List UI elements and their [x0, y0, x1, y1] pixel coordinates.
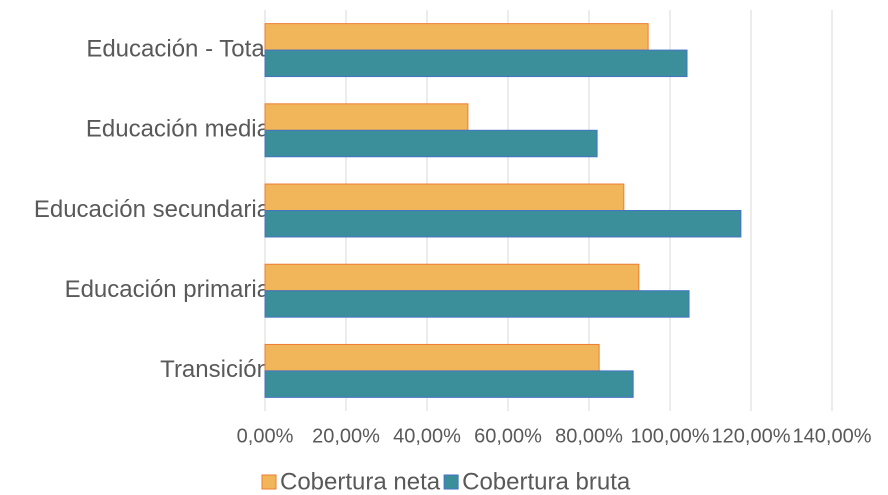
bar — [264, 183, 625, 211]
bar — [264, 290, 690, 318]
y-tick-label: Educación primaria — [65, 276, 271, 303]
bar — [264, 23, 649, 51]
bar — [264, 103, 469, 131]
x-tick-label: 20,00% — [312, 425, 380, 447]
legend-swatch — [261, 474, 277, 490]
legend-label: Cobertura bruta — [462, 468, 631, 495]
bar — [264, 370, 634, 398]
x-tick-label: 40,00% — [393, 425, 461, 447]
x-tick-label: 100,00% — [631, 425, 710, 447]
y-tick-label: Transición — [160, 356, 270, 383]
bar — [264, 263, 640, 292]
y-tick-label: Educación media — [86, 116, 271, 143]
x-tick-label: 80,00% — [555, 425, 623, 447]
x-tick-label: 0,00% — [237, 425, 294, 447]
y-tick-label: Educación - Total — [86, 35, 270, 62]
bar — [264, 49, 688, 78]
x-tick-label: 140,00% — [793, 425, 872, 447]
bar — [264, 343, 600, 372]
bar — [264, 210, 742, 238]
legend-label: Cobertura neta — [280, 468, 441, 495]
x-tick-label: 60,00% — [474, 425, 542, 447]
y-tick-label: Educación secundaria — [34, 196, 271, 223]
bar — [264, 129, 598, 158]
legend-swatch — [443, 474, 459, 490]
x-tick-label: 120,00% — [712, 425, 791, 447]
